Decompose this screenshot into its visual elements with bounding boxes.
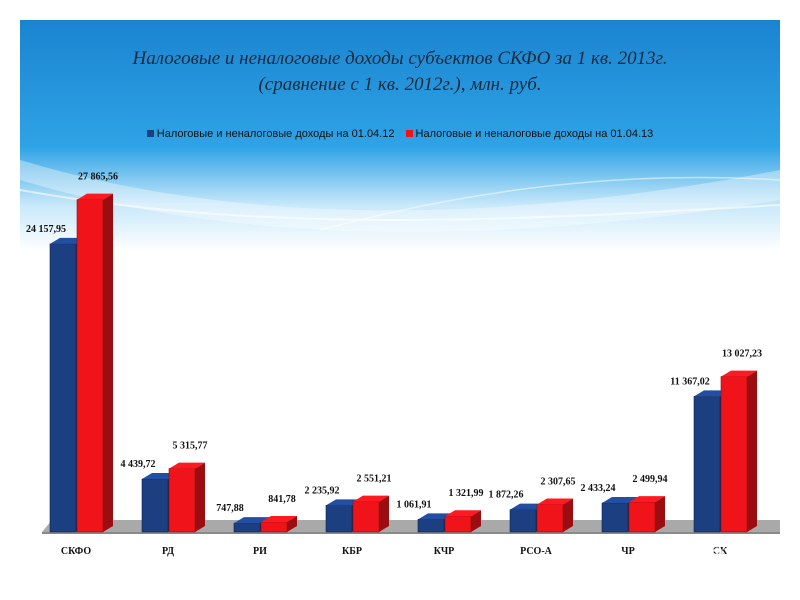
data-label-s2-РСО-А: 2 307,65 <box>541 476 576 487</box>
legend-item-series-2: Налоговые и неналоговые доходы на 01.04.… <box>405 128 654 140</box>
chart-floor-edge <box>42 532 780 534</box>
chart-floor <box>42 520 780 532</box>
bar-group-РСО-А: 1 872,26 2 307,65 <box>489 476 576 533</box>
data-label-s1-КЧР: 1 061,91 <box>397 499 432 510</box>
watermark-logo-icon <box>610 538 638 566</box>
bar-top-s2-РИ <box>261 515 297 522</box>
data-label-s1-КБР: 2 235,92 <box>305 485 340 496</box>
data-label-s2-КЧР: 1 321,99 <box>449 488 484 499</box>
x-tick-label-КБР: КБР <box>342 546 362 557</box>
bar-side-s2-КЧР <box>471 510 481 532</box>
bar-side-s2-СК <box>747 370 757 532</box>
bar-side-s2-КБР <box>379 495 389 532</box>
bar-top-s2-РСО-А <box>537 498 573 505</box>
watermark-text: MyShared <box>644 538 763 568</box>
bar-group-СКФО: 24 157,95 27 865,56 <box>26 172 118 533</box>
data-label-s2-СК: 13 027,23 <box>722 349 762 360</box>
bar-side-s2-СКФО <box>103 193 113 532</box>
legend-swatch-series-1 <box>146 130 154 137</box>
watermark: MyShared <box>610 538 763 569</box>
bar-s2-СК <box>720 376 748 533</box>
bar-group-РД: 4 439,72 5 315,77 <box>121 441 208 533</box>
data-label-s2-КБР: 2 551,21 <box>357 474 392 485</box>
bar-top-s2-СКФО <box>77 193 113 200</box>
data-label-s1-РД: 4 439,72 <box>121 459 156 470</box>
data-label-s2-ЧР: 2 499,94 <box>633 474 668 485</box>
bar-side-s2-РД <box>195 462 205 532</box>
legend-label-series-2: Налоговые и неналоговые доходы на 01.04.… <box>415 128 654 140</box>
chart-title-line-2: (сравнение с 1 кв. 2012г.), млн. руб. <box>258 74 542 95</box>
bar-s2-ЧР <box>628 501 656 533</box>
bar-s2-РИ <box>260 521 288 533</box>
data-label-s1-РИ: 747,88 <box>216 503 244 514</box>
x-tick-label-СКФО: СКФО <box>61 546 91 557</box>
bar-top-s2-КЧР <box>445 510 481 517</box>
bar-group-ЧР: 2 433,24 2 499,94 <box>581 474 668 533</box>
bar-s2-КЧР <box>444 515 472 533</box>
legend: Налоговые и неналоговые доходы на 01.04.… <box>20 128 780 140</box>
bar-top-s2-СК <box>721 370 757 377</box>
bar-s2-СКФО <box>76 199 104 533</box>
bar-s1-РД <box>141 478 169 533</box>
bar-top-s2-КБР <box>353 495 389 502</box>
bar-side-s2-РИ <box>287 515 297 532</box>
data-label-s1-ЧР: 2 433,24 <box>581 483 616 494</box>
bar-group-СК: 11 367,02 13 027,23 <box>670 349 762 533</box>
data-label-s2-СКФО: 27 865,56 <box>78 172 118 183</box>
bar-s2-РСО-А <box>536 504 564 533</box>
legend-label-series-1: Налоговые и неналоговые доходы на 01.04.… <box>156 128 395 140</box>
bar-s2-КБР <box>352 501 380 533</box>
bar-group-КБР: 2 235,92 2 551,21 <box>305 474 392 533</box>
bar-side-s2-РСО-А <box>563 498 573 532</box>
bar-s1-СКФО <box>49 243 77 533</box>
bar-s1-КЧР <box>417 519 445 533</box>
data-label-s1-РСО-А: 1 872,26 <box>489 490 524 501</box>
bar-s2-РД <box>168 468 196 533</box>
data-label-s2-РИ: 841,78 <box>268 494 296 505</box>
data-label-s1-СК: 11 367,02 <box>670 376 709 387</box>
bar-top-s1-РИ <box>234 517 270 524</box>
bar-group-РИ: 747,88 841,78 <box>216 494 297 533</box>
bar-s1-РИ <box>233 522 261 533</box>
slide: Налоговые и неналоговые доходы субъектов… <box>20 20 780 598</box>
legend-item-series-1: Налоговые и неналоговые доходы на 01.04.… <box>146 128 395 140</box>
chart-title: Налоговые и неналоговые доходы субъектов… <box>20 46 780 98</box>
chart-title-line-1: Налоговые и неналоговые доходы субъектов… <box>132 48 668 69</box>
x-tick-label-СК: СК <box>713 546 728 557</box>
data-label-s1-СКФО: 24 157,95 <box>26 224 66 235</box>
bar-top-s2-ЧР <box>629 496 665 503</box>
bar-top-s2-РД <box>169 462 205 469</box>
bar-group-КЧР: 1 061,91 1 321,99 <box>397 488 484 533</box>
background-swoosh <box>20 160 780 233</box>
bar-s1-РСО-А <box>509 509 537 533</box>
bar-s1-ЧР <box>601 502 629 533</box>
x-tick-label-РСО-А: РСО-А <box>520 546 553 557</box>
bar-side-s2-ЧР <box>655 496 665 532</box>
x-tick-label-РД: РД <box>162 546 174 557</box>
bar-chart: 24 157,95 27 865,56 СКФО 4 439,72 5 315,77 РД… <box>26 172 780 557</box>
data-label-s2-РД: 5 315,77 <box>173 441 208 452</box>
x-tick-label-РИ: РИ <box>253 546 267 557</box>
x-tick-label-ЧР: ЧР <box>621 546 634 557</box>
bar-s1-СК <box>693 396 721 533</box>
x-tick-label-КЧР: КЧР <box>434 546 455 557</box>
bar-top-s1-ЧР <box>602 496 638 503</box>
legend-swatch-series-2 <box>405 130 413 137</box>
bar-s1-КБР <box>325 505 353 533</box>
